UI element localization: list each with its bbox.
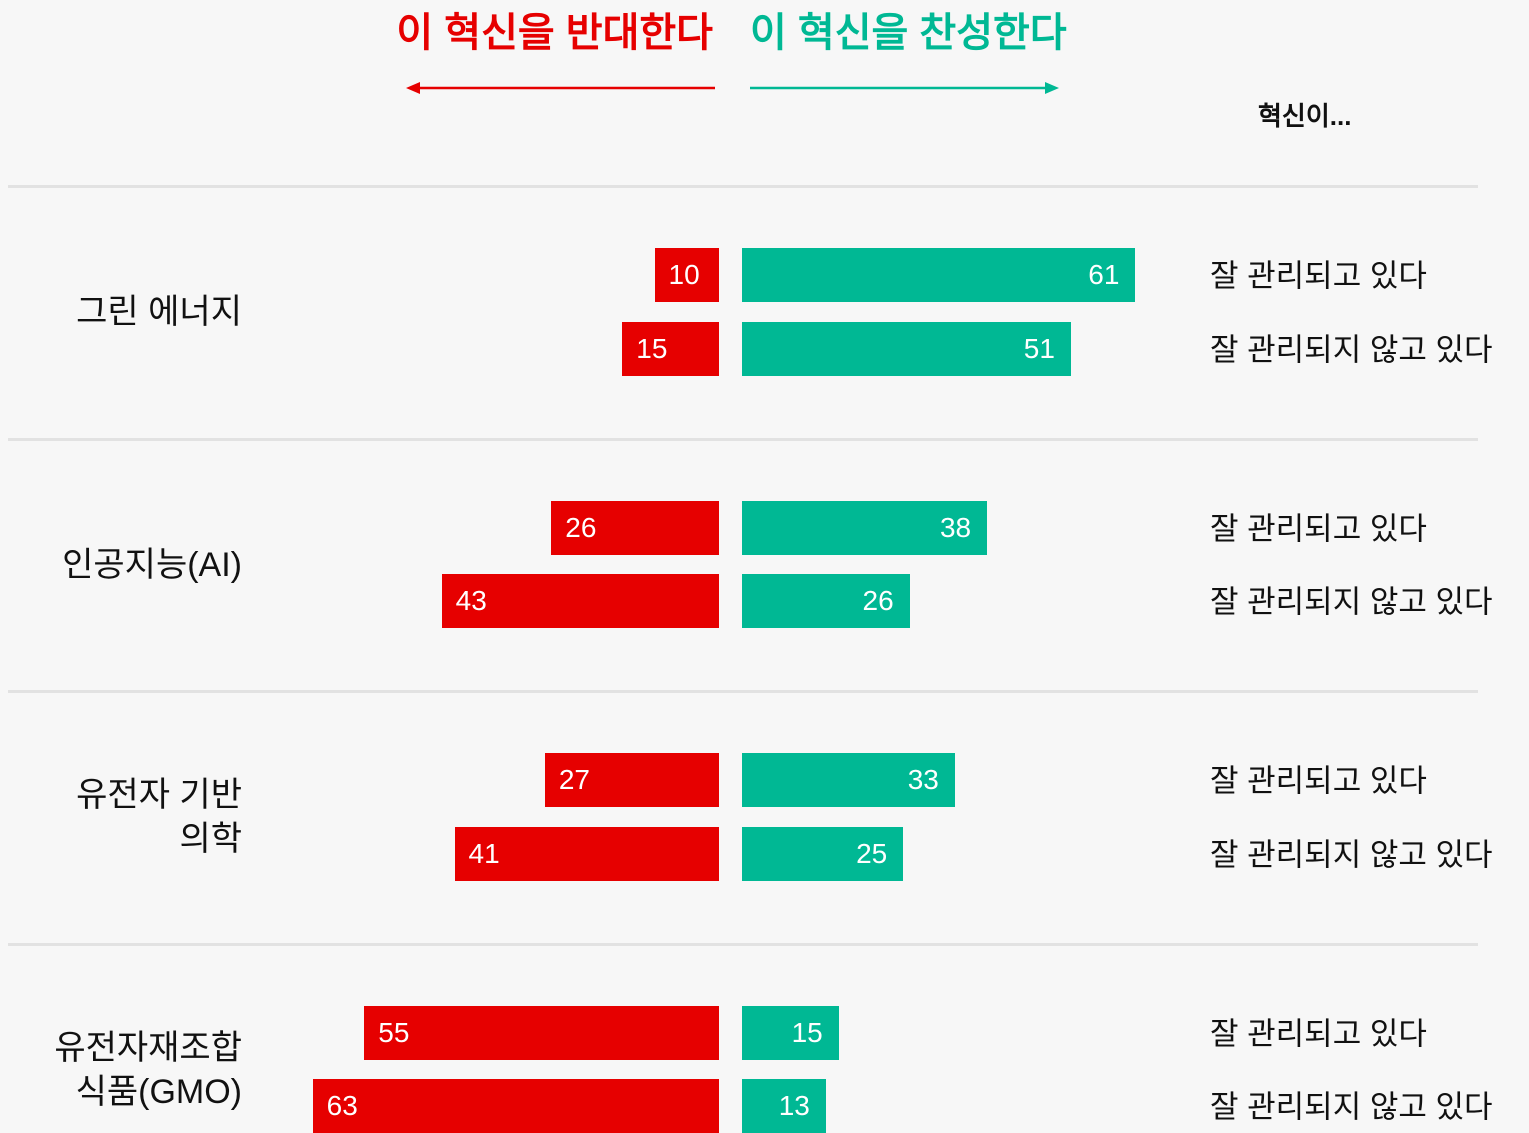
separator [8, 942, 1478, 946]
value-label: 55 [378, 1016, 410, 1048]
right-title: 이 혁신을 찬성한다 [750, 11, 1067, 55]
right-arrowhead [1045, 82, 1059, 94]
value-label: 26 [565, 511, 597, 543]
separator [8, 690, 1478, 693]
category-label: 그린 에너지 [76, 293, 242, 331]
category-label: 유전자 기반 의학 [76, 776, 242, 858]
bar [312, 1079, 719, 1133]
bar [544, 753, 719, 807]
bar [742, 248, 1136, 302]
value-label: 25 [856, 837, 888, 869]
bar [454, 826, 719, 881]
bar [742, 321, 1071, 376]
bar [654, 248, 719, 302]
subgroup-label: 잘 관리되지 않고 있다 [1210, 584, 1493, 620]
value-label: 61 [1088, 259, 1120, 290]
bar [742, 1005, 839, 1060]
left-arrowhead [406, 82, 420, 94]
subgroup-label: 잘 관리되지 않고 있다 [1210, 837, 1493, 872]
category-label: 유전자재조합 식품(GMO) [54, 1028, 242, 1111]
bar [364, 1005, 719, 1060]
value-label: 10 [668, 259, 700, 290]
value-label: 15 [636, 332, 668, 364]
value-label: 51 [1023, 332, 1055, 364]
subgroup-label: 잘 관리되고 있다 [1210, 258, 1427, 294]
value-label: 63 [326, 1090, 358, 1121]
bar [551, 500, 719, 555]
subgroup-label: 잘 관리되고 있다 [1210, 1016, 1427, 1051]
value-label: 13 [778, 1090, 810, 1121]
bar [742, 826, 904, 881]
bar [742, 500, 988, 555]
value-label: 38 [939, 511, 972, 543]
bar [441, 574, 719, 628]
subgroup-label: 잘 관리되지 않고 있다 [1210, 332, 1493, 367]
bar [742, 574, 910, 628]
value-label: 15 [791, 1016, 823, 1048]
arrows [406, 82, 1059, 94]
header: 혁신이... [1258, 101, 1352, 131]
separator [8, 437, 1478, 441]
subgroup-label: 잘 관리되고 있다 [1210, 763, 1427, 799]
left-title: 이 혁신을 반대한다 [396, 11, 713, 55]
value-label: 43 [455, 585, 487, 616]
separator [8, 185, 1478, 188]
bar [622, 321, 719, 376]
value-label: 26 [862, 585, 894, 616]
category-label: 인공지능(AI) [62, 545, 242, 584]
value-label: 33 [907, 764, 939, 795]
subgroup-label: 잘 관리되지 않고 있다 [1210, 1089, 1493, 1125]
subgroup-label: 잘 관리되고 있다 [1210, 511, 1427, 546]
value-label: 41 [468, 837, 500, 869]
bar [742, 1079, 826, 1133]
value-label: 27 [558, 764, 590, 795]
bar [742, 753, 955, 807]
